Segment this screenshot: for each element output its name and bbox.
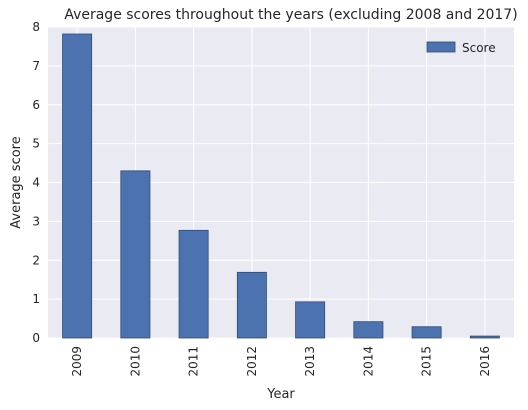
bars: [62, 33, 500, 339]
x-tick-label: 2011: [187, 346, 201, 377]
x-tick-label: 2010: [128, 346, 142, 377]
legend: Score: [426, 41, 496, 55]
x-tick-label: 2009: [70, 346, 84, 377]
y-tick-label: 0: [32, 331, 40, 345]
x-tick-labels: 2009 2010 2011 2012 2013 2014 2015 2016: [70, 346, 492, 377]
x-tick-label: 2014: [361, 346, 375, 377]
y-tick-label: 5: [32, 137, 40, 151]
x-tick-label: 2012: [245, 346, 259, 377]
bar-2014: [353, 321, 384, 339]
y-tick-label: 7: [32, 59, 40, 73]
x-tick-label: 2016: [478, 346, 492, 377]
y-tick-label: 1: [32, 292, 40, 306]
bar-2009: [62, 33, 93, 339]
x-axis-title: Year: [266, 387, 295, 402]
bar-2010: [120, 170, 151, 339]
bar-2016: [469, 335, 500, 339]
y-axis-title: Average score: [9, 136, 24, 228]
legend-swatch: [426, 41, 456, 53]
y-tick-labels: 0 1 2 3 4 5 6 7 8: [32, 20, 40, 345]
bar-2015: [411, 326, 442, 339]
x-tick-label: 2013: [303, 346, 317, 377]
y-tick-label: 8: [32, 20, 40, 34]
x-tick-label: 2015: [420, 346, 434, 377]
y-tick-label: 4: [32, 176, 40, 190]
bar-2013: [295, 301, 326, 339]
bar-2011: [178, 229, 209, 339]
chart-title: Average scores throughout the years (exc…: [64, 7, 517, 23]
legend-label: Score: [462, 41, 496, 55]
y-tick-label: 3: [32, 214, 40, 228]
bar-2012: [236, 271, 267, 339]
y-tick-label: 6: [32, 98, 40, 112]
y-tick-label: 2: [32, 253, 40, 267]
